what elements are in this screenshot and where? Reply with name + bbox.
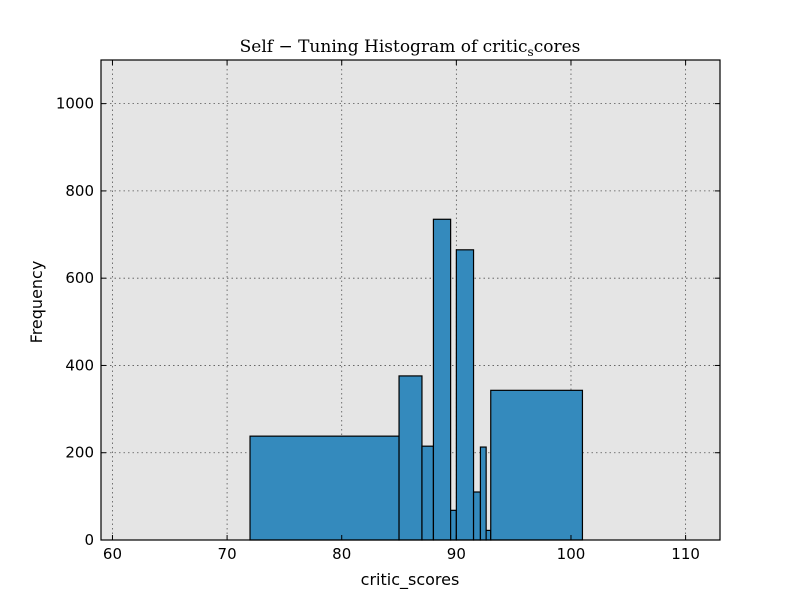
histogram-bar (485, 529, 492, 541)
y-tick-label: 200 (65, 444, 94, 462)
y-tick-label: 800 (65, 182, 94, 200)
plot-frame (100, 59, 721, 541)
x-tick-label: 100 (557, 545, 586, 563)
axis-ticks: 60 70 80 90 100 110 0 200 400 600 800 1000 (56, 60, 720, 563)
y-tick-label: 1000 (56, 95, 94, 113)
histogram-bar (455, 249, 475, 541)
x-tick-label: 80 (332, 545, 351, 563)
y-tick-label: 0 (84, 531, 94, 549)
histogram-bar (421, 445, 435, 541)
histogram-bar (490, 389, 584, 541)
y-axis-label: Frequency (27, 261, 46, 344)
x-axis-label: critic_scores (361, 570, 460, 590)
x-tick-label: 110 (671, 545, 700, 563)
chart-title: Self − Tuning Histogram of criticscores (240, 37, 581, 59)
histogram-bar (398, 375, 423, 541)
x-tick-label: 90 (447, 545, 466, 563)
histogram-bar (472, 491, 482, 541)
y-tick-label: 600 (65, 269, 94, 287)
y-tick-label: 400 (65, 356, 94, 374)
histogram-bar (479, 446, 487, 541)
histogram-bar (432, 218, 452, 541)
histogram-bar (249, 435, 400, 541)
histogram-bar (450, 509, 457, 541)
x-tick-label: 60 (103, 545, 122, 563)
histogram-bars (249, 218, 584, 541)
x-tick-label: 70 (218, 545, 237, 563)
